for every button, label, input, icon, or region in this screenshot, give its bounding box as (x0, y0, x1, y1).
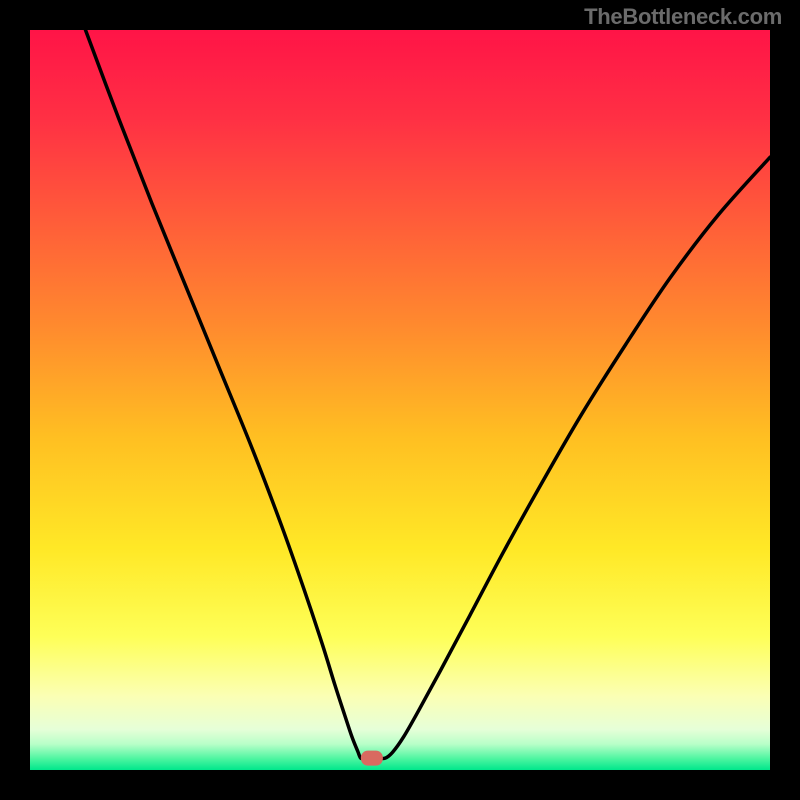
optimum-marker (361, 751, 383, 766)
plot-svg (30, 30, 770, 770)
chart-frame: TheBottleneck.com (0, 0, 800, 800)
plot-area (30, 30, 770, 770)
plot-background (30, 30, 770, 770)
watermark-text: TheBottleneck.com (584, 4, 782, 30)
